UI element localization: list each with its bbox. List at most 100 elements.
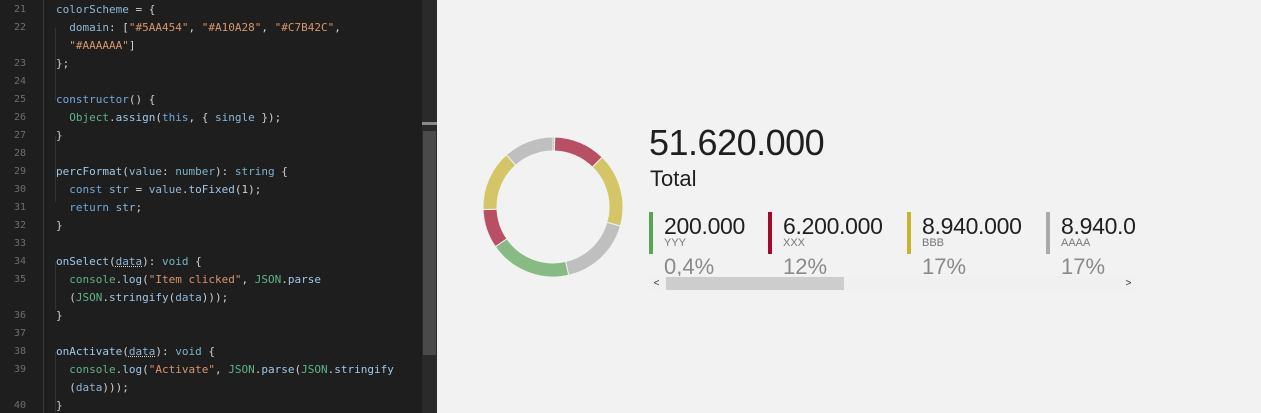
code-line: 27}	[0, 127, 422, 145]
code-line: 36}	[0, 307, 422, 325]
line-number: 22	[13, 22, 26, 33]
code-text: }	[56, 219, 63, 232]
total-label: Total	[650, 166, 697, 191]
legend-name: YYY	[664, 237, 687, 249]
code-line: 34 onSelect(data): void {	[0, 253, 422, 271]
line-number: 39	[13, 364, 26, 375]
line-number: 32	[13, 220, 26, 231]
code-text: console.log("Item clicked", JSON.parse	[69, 273, 321, 286]
code-line: 33	[0, 235, 422, 253]
code-text: onActivate(data): void {	[56, 345, 215, 358]
code-text: }	[56, 129, 63, 142]
code-line: 25 constructor() {	[0, 91, 422, 109]
scroll-left-arrow-icon[interactable]: <	[653, 278, 660, 289]
code-text: constructor() {	[56, 93, 156, 106]
donut-chart	[482, 136, 624, 278]
line-number: 24	[13, 76, 26, 87]
code-line: 28	[0, 145, 422, 163]
code-text: const str = value.toFixed(1);	[69, 183, 262, 196]
line-number: 27	[13, 130, 26, 141]
legend-name: BBB	[922, 237, 945, 249]
donut-segment[interactable]	[564, 221, 621, 276]
donut-segment[interactable]	[591, 156, 624, 227]
code-line: 30 const str = value.toFixed(1);	[0, 181, 422, 199]
code-line: 22 domain: ["#5AA454", "#A10A28", "#C7B4…	[0, 19, 422, 37]
line-number: 23	[13, 58, 26, 69]
line-number: 31	[13, 202, 26, 213]
scroll-right-arrow-icon[interactable]: >	[1125, 278, 1132, 289]
line-number: 33	[13, 238, 26, 249]
line-number: 38	[13, 346, 26, 357]
code-line: 38 onActivate(data): void {	[0, 343, 422, 361]
code-line: 31 return str;	[0, 199, 422, 217]
legend-name: AAAA	[1061, 237, 1091, 249]
code-text: percFormat(value: number): string {	[56, 165, 288, 178]
code-line: 29 percFormat(value: number): string {	[0, 163, 422, 181]
legend-value: 8.940.000	[1061, 213, 1136, 239]
indent-guide	[55, 28, 56, 100]
code-line: 21 colorScheme = {	[0, 1, 422, 19]
legend-color-bar	[1046, 212, 1050, 254]
indent-guide	[55, 262, 56, 310]
scrollbar-marker	[422, 122, 437, 125]
legend-value: 8.940.000	[922, 213, 1022, 239]
donut-segment[interactable]	[494, 238, 570, 278]
code-text: "#AAAAAA"]	[69, 39, 136, 52]
code-line: (data)));	[0, 379, 422, 397]
line-number: 29	[13, 166, 26, 177]
code-line: (JSON.stringify(data)));	[0, 289, 422, 307]
code-text: domain: ["#5AA454", "#A10A28", "#C7B42C"…	[69, 21, 341, 34]
code-editor[interactable]: 21 colorScheme = { 22 domain: ["#5AA454", …	[0, 0, 437, 413]
line-number: 28	[13, 148, 26, 159]
legend-color-bar	[907, 212, 911, 254]
legend-value: 6.200.000	[783, 213, 883, 239]
code-text: return str;	[69, 201, 143, 214]
code-line: 39 console.log("Activate", JSON.parse(JS…	[0, 361, 422, 379]
legend-color-bar	[649, 212, 653, 254]
line-number: 37	[13, 328, 26, 339]
code-text: Object.assign(this, { single });	[69, 111, 282, 124]
code-text: }	[56, 309, 63, 322]
line-number: 35	[13, 274, 26, 285]
line-number: 21	[13, 4, 26, 15]
line-number: 34	[13, 256, 26, 267]
code-line: 40}	[0, 397, 422, 413]
code-line: "#AAAAAA"]	[0, 37, 422, 55]
legend-percent: 17%	[922, 254, 967, 276]
donut-segment[interactable]	[553, 136, 603, 168]
code-text: console.log("Activate", JSON.parse(JSON.…	[69, 363, 394, 376]
legend-percent: 17%	[1061, 254, 1106, 276]
total-value: 51.620.000	[649, 122, 825, 163]
donut-segment[interactable]	[505, 136, 554, 166]
legend-viewport: 200.000 YYY 0,4% 6.200.000 XXX 12% 8.940…	[649, 206, 1136, 276]
legend-horizontal-scrollbar[interactable]: < >	[649, 276, 1136, 291]
line-number: 40	[13, 400, 26, 411]
donut-segment[interactable]	[482, 208, 508, 248]
code-text: colorScheme = {	[56, 3, 156, 16]
line-number: 26	[13, 112, 26, 123]
code-line: 24	[0, 73, 422, 91]
code-line: 32}	[0, 217, 422, 235]
code-text: (data)));	[56, 381, 129, 394]
donut-segment[interactable]	[482, 154, 517, 211]
code-text: }	[56, 399, 63, 412]
indent-guide	[55, 136, 56, 202]
code-text: (JSON.stringify(data)));	[56, 291, 229, 304]
editor-scrollbar-thumb[interactable]	[423, 131, 436, 355]
legend-color-bar	[768, 212, 772, 254]
indent-guide	[43, 0, 44, 413]
code-line: 23};	[0, 55, 422, 73]
legend-value: 200.000	[664, 213, 746, 239]
indent-guide	[55, 352, 56, 412]
line-number: 30	[13, 184, 26, 195]
legend-percent: 0,4%	[664, 254, 715, 276]
line-number: 25	[13, 94, 26, 105]
legend-scrollbar-thumb[interactable]	[666, 277, 844, 290]
legend-name: XXX	[783, 237, 806, 249]
code-line: 26 Object.assign(this, { single });	[0, 109, 422, 127]
code-text: };	[56, 57, 70, 70]
code-line: 35 console.log("Item clicked", JSON.pars…	[0, 271, 422, 289]
legend-percent: 12%	[783, 254, 828, 276]
code-text: onSelect(data): void {	[56, 255, 202, 268]
line-number: 36	[13, 310, 26, 321]
